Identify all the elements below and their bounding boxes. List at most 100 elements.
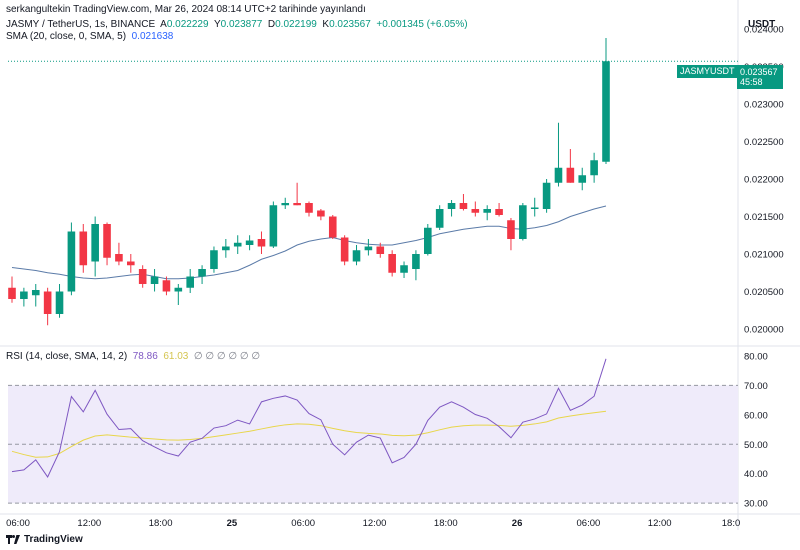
open-label: A: [160, 19, 167, 30]
candle-body: [424, 227, 432, 254]
symbol-line: JASMY / TetherUS, 1s, BINANCE A0.022229 …: [6, 19, 468, 30]
rsi-legend[interactable]: RSI (14, close, SMA, 14, 2) 78.86 61.03 …: [6, 351, 260, 362]
candle-body: [435, 209, 444, 228]
candle-body: [507, 220, 515, 239]
close-label: K: [322, 19, 330, 30]
candle-body: [305, 203, 313, 213]
candle-body: [554, 167, 563, 183]
candle-body: [257, 239, 266, 247]
time-tick-label: 18:0: [722, 518, 741, 529]
candle-body: [281, 203, 290, 206]
candle-body: [79, 231, 88, 266]
candle-body: [578, 175, 587, 183]
rsi-value: 78.86: [132, 351, 158, 362]
candle-body: [400, 265, 408, 273]
low-value: 0.022199: [275, 19, 317, 30]
published-note: serkangultekin TradingView.com, Mar 26, …: [6, 4, 366, 15]
candle-body: [269, 205, 278, 247]
candle-body: [103, 224, 111, 258]
candle-body: [67, 231, 76, 292]
time-tick-label: 06:00: [291, 518, 315, 529]
candle-body: [447, 203, 456, 209]
price-tick-label: 0.024000: [744, 25, 784, 36]
candle-body: [388, 254, 396, 273]
candle-body: [602, 61, 610, 162]
currency-label[interactable]: USDT: [748, 19, 776, 30]
candle-body: [55, 291, 64, 314]
brand-name: TradingView: [24, 534, 83, 545]
time-tick-label: 12:00: [77, 518, 101, 529]
candle-body: [222, 246, 230, 251]
candle-body: [530, 207, 539, 209]
price-tick-label: 0.020500: [744, 287, 784, 298]
time-tick-label: 06:00: [577, 518, 601, 529]
candle-body: [20, 291, 28, 299]
tradingview-branding[interactable]: TradingView: [6, 534, 83, 545]
candle-body: [340, 237, 349, 262]
time-tick-label: 18:00: [434, 518, 458, 529]
symbol-title[interactable]: JASMY / TetherUS, 1s, BINANCE: [6, 19, 156, 30]
last-price-box: 0.023567 45:58: [737, 65, 783, 89]
sma-line: [11, 205, 607, 280]
time-tick-label: 26: [512, 518, 523, 529]
candle-body: [328, 216, 337, 238]
close-value: 0.023567: [329, 19, 371, 30]
candle-body: [245, 240, 254, 245]
tradingview-logo-icon: [6, 535, 20, 544]
rsi-tick-label: 60.00: [744, 410, 768, 421]
rsi-tick-label: 40.00: [744, 469, 768, 480]
rsi-ma-line: [11, 410, 607, 458]
candle-body: [150, 276, 159, 284]
change-value: +0.001345 (+6.05%): [376, 19, 468, 30]
rsi-tick-label: 80.00: [744, 351, 768, 362]
candle-body: [459, 203, 468, 209]
candle-body: [198, 269, 206, 277]
candle-body: [542, 182, 551, 209]
candle-body: [471, 209, 480, 213]
open-value: 0.022229: [166, 19, 209, 30]
candle-body: [364, 246, 373, 251]
time-tick-label: 12:00: [363, 518, 387, 529]
ticker-tag: JASMYUSDT: [677, 65, 738, 78]
price-tick-label: 0.021000: [744, 250, 784, 261]
time-tick-label: 25: [227, 518, 238, 529]
sma-label: SMA (20, close, 0, SMA, 5): [6, 31, 127, 42]
price-tick-label: 0.023000: [744, 100, 784, 111]
candle-body: [210, 250, 218, 269]
price-tick-label: 0.020000: [744, 325, 784, 336]
rsi-tick-label: 30.00: [744, 499, 768, 510]
candle-body: [519, 205, 527, 239]
candle-body: [233, 242, 242, 247]
candle-body: [495, 209, 503, 215]
last-price: 0.023567: [740, 67, 778, 77]
sma-legend[interactable]: SMA (20, close, 0, SMA, 5) 0.021638: [6, 31, 173, 42]
bar-countdown: 45:58: [740, 77, 763, 87]
candle-body: [186, 276, 194, 288]
candle-body: [483, 209, 491, 213]
candle-body: [412, 254, 420, 269]
candle-body: [91, 224, 99, 262]
candle-body: [352, 250, 361, 262]
price-tick-label: 0.021500: [744, 212, 784, 223]
sma-value: 0.021638: [131, 31, 174, 42]
candle-body: [317, 210, 325, 217]
price-tick-label: 0.022000: [744, 175, 784, 186]
candle-body: [566, 167, 575, 183]
rsi-ma-value: 61.03: [163, 351, 189, 362]
time-tick-label: 06:00: [6, 518, 30, 529]
high-label: Y: [213, 19, 221, 30]
candle-body: [8, 287, 16, 299]
rsi-line: [11, 358, 607, 478]
rsi-label: RSI (14, close, SMA, 14, 2): [6, 351, 128, 362]
candle-body: [174, 287, 183, 292]
candle-body: [138, 269, 147, 284]
candle-body: [162, 280, 171, 292]
high-value: 0.023877: [220, 19, 263, 30]
candle-body: [115, 254, 123, 262]
rsi-tick-label: 70.00: [744, 381, 768, 392]
candle-body: [31, 290, 40, 296]
low-label: D: [267, 19, 276, 30]
candle-body: [590, 160, 598, 176]
candle-body: [127, 261, 135, 266]
